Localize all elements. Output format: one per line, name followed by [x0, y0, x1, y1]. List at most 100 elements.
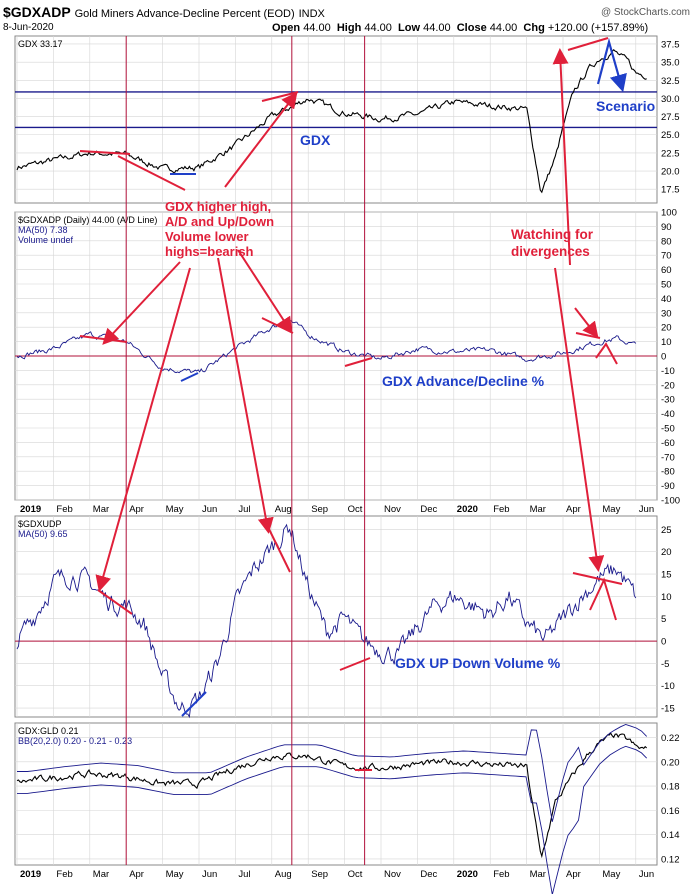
y-tick-label: 80 — [661, 236, 672, 247]
annotation-gdx: GDX — [300, 132, 331, 148]
y-tick-label: 25 — [661, 525, 672, 536]
y-tick-label: -40 — [661, 409, 675, 420]
y-tick-label: 0.12 — [661, 854, 680, 865]
annotation-ad-percent: GDX Advance/Decline % — [382, 373, 545, 389]
x-tick-label: Mar — [93, 504, 109, 515]
low-label: Low — [398, 22, 421, 34]
trend-line-red — [339, 657, 371, 671]
x-tick-label: Nov — [384, 504, 401, 515]
legend-entry: BB(20,2.0) 0.20 - 0.21 - 0.23 — [18, 736, 132, 746]
y-tick-label: 35.0 — [661, 58, 680, 69]
y-tick-label: 10 — [661, 592, 672, 603]
bollinger-band-upper — [17, 724, 648, 822]
description: Gold Miners Advance-Decline Percent (EOD… — [74, 8, 295, 20]
annotation-arrow-red — [95, 267, 191, 592]
panel-advance-decline: 1009080706050403020100-10-20-30-40-50-60… — [14, 208, 680, 515]
high-value: 44.00 — [364, 22, 392, 34]
annotation-note-bearish: Volume lower — [165, 229, 249, 244]
y-tick-label: -90 — [661, 481, 675, 492]
x-tick-label: Apr — [129, 504, 144, 515]
x-tick-label: 2020 — [457, 504, 478, 515]
y-tick-label: 10 — [661, 337, 672, 348]
close-label: Close — [456, 22, 487, 34]
x-tick-label: May — [602, 504, 620, 515]
close-value: 44.00 — [489, 22, 518, 34]
bollinger-band-lower — [17, 745, 648, 894]
y-tick-label: 27.5 — [661, 112, 680, 123]
annotation-note-divergences: divergences — [511, 244, 590, 259]
annotation-scenario: Scenario — [596, 98, 655, 114]
annotation-note-bearish: GDX higher high, — [165, 199, 271, 214]
x-tick-label: Mar — [530, 869, 546, 880]
x-tick-label: Aug — [275, 869, 292, 880]
scenario-zigzag-volume — [589, 577, 617, 621]
open-label: Open — [272, 22, 301, 34]
scenario-arrow-blue — [596, 37, 627, 93]
annotation-updown-volume: GDX UP Down Volume % — [395, 655, 561, 671]
y-tick-label: 15 — [661, 570, 672, 581]
panel-gdx-price: 37.5 35.0 32.5 30.0 27.5 25.0 22.5 20.0 17.5 GDX … — [14, 35, 680, 204]
trend-line-red — [97, 589, 133, 615]
legend-entry: $GDXUDP — [18, 519, 62, 529]
y-tick-label: 0.16 — [661, 806, 680, 817]
header-date: 8-Jun-2020 — [3, 22, 54, 33]
y-tick-label: 0.22 — [661, 733, 680, 744]
y-tick-label: 30 — [661, 308, 672, 319]
y-tick-label: -20 — [661, 380, 675, 391]
y-tick-label: 100 — [661, 208, 677, 219]
x-tick-label: Jun — [202, 504, 217, 515]
x-tick-label: Aug — [275, 504, 292, 515]
x-tick-label: 2019 — [20, 504, 41, 515]
legend-entry: MA(50) 7.38 — [18, 225, 68, 235]
panel-frame — [14, 35, 658, 204]
y-tick-label: 0.20 — [661, 757, 680, 768]
x-tick-label: Dec — [420, 869, 437, 880]
x-tick-label: May — [166, 504, 184, 515]
symbol: $GDXADP — [3, 4, 71, 20]
annotation-note-bearish: highs=bearish — [165, 244, 254, 259]
x-tick-label: Jun — [639, 504, 654, 515]
annotation-arrow-red — [237, 249, 293, 334]
chg-label: Chg — [523, 22, 545, 34]
trend-line-blue — [181, 691, 207, 717]
annotation-arrow-red — [102, 261, 181, 345]
chg-value: +120.00 (+157.89%) — [547, 22, 649, 34]
y-tick-label: -30 — [661, 395, 675, 406]
y-tick-label: 32.5 — [661, 76, 680, 87]
x-tick-label: 2020 — [457, 869, 478, 880]
annotation-note-divergences: Watching for — [511, 227, 594, 242]
series-line-gdx-gld — [16, 732, 648, 859]
y-tick-label: 25.0 — [661, 130, 680, 141]
trend-line-red — [117, 155, 186, 191]
x-tick-label: Mar — [93, 869, 109, 880]
y-tick-label: -100 — [661, 496, 680, 507]
x-tick-label: Sep — [311, 869, 328, 880]
trend-line-red — [567, 37, 609, 51]
x-tick-label: Feb — [493, 869, 509, 880]
y-tick-label: 60 — [661, 265, 672, 276]
y-tick-label: 5 — [661, 614, 666, 625]
x-tick-label: May — [602, 869, 620, 880]
trend-line-red — [344, 357, 373, 367]
trend-line-red — [267, 526, 291, 573]
y-tick-label: 70 — [661, 251, 672, 262]
panel-frame — [14, 515, 658, 718]
high-label: High — [336, 22, 362, 34]
x-tick-label: Apr — [566, 504, 581, 515]
x-tick-label: Mar — [530, 504, 546, 515]
y-tick-label: 0 — [661, 352, 666, 363]
x-tick-label: Feb — [56, 869, 72, 880]
annotation-arrow-red — [574, 307, 599, 339]
y-tick-label: 0 — [661, 637, 666, 648]
y-tick-label: -60 — [661, 438, 675, 449]
trend-line-blue — [180, 372, 199, 382]
y-tick-label: -10 — [661, 681, 675, 692]
x-tick-label: Oct — [348, 869, 363, 880]
y-tick-label: 20 — [661, 323, 672, 334]
x-tick-label: Jun — [639, 869, 654, 880]
legend-entry: $GDXADP (Daily) 44.00 (A/D Line) — [18, 215, 157, 225]
x-tick-label: Feb — [493, 504, 509, 515]
panel-frame — [14, 722, 658, 866]
x-tick-label: May — [166, 869, 184, 880]
